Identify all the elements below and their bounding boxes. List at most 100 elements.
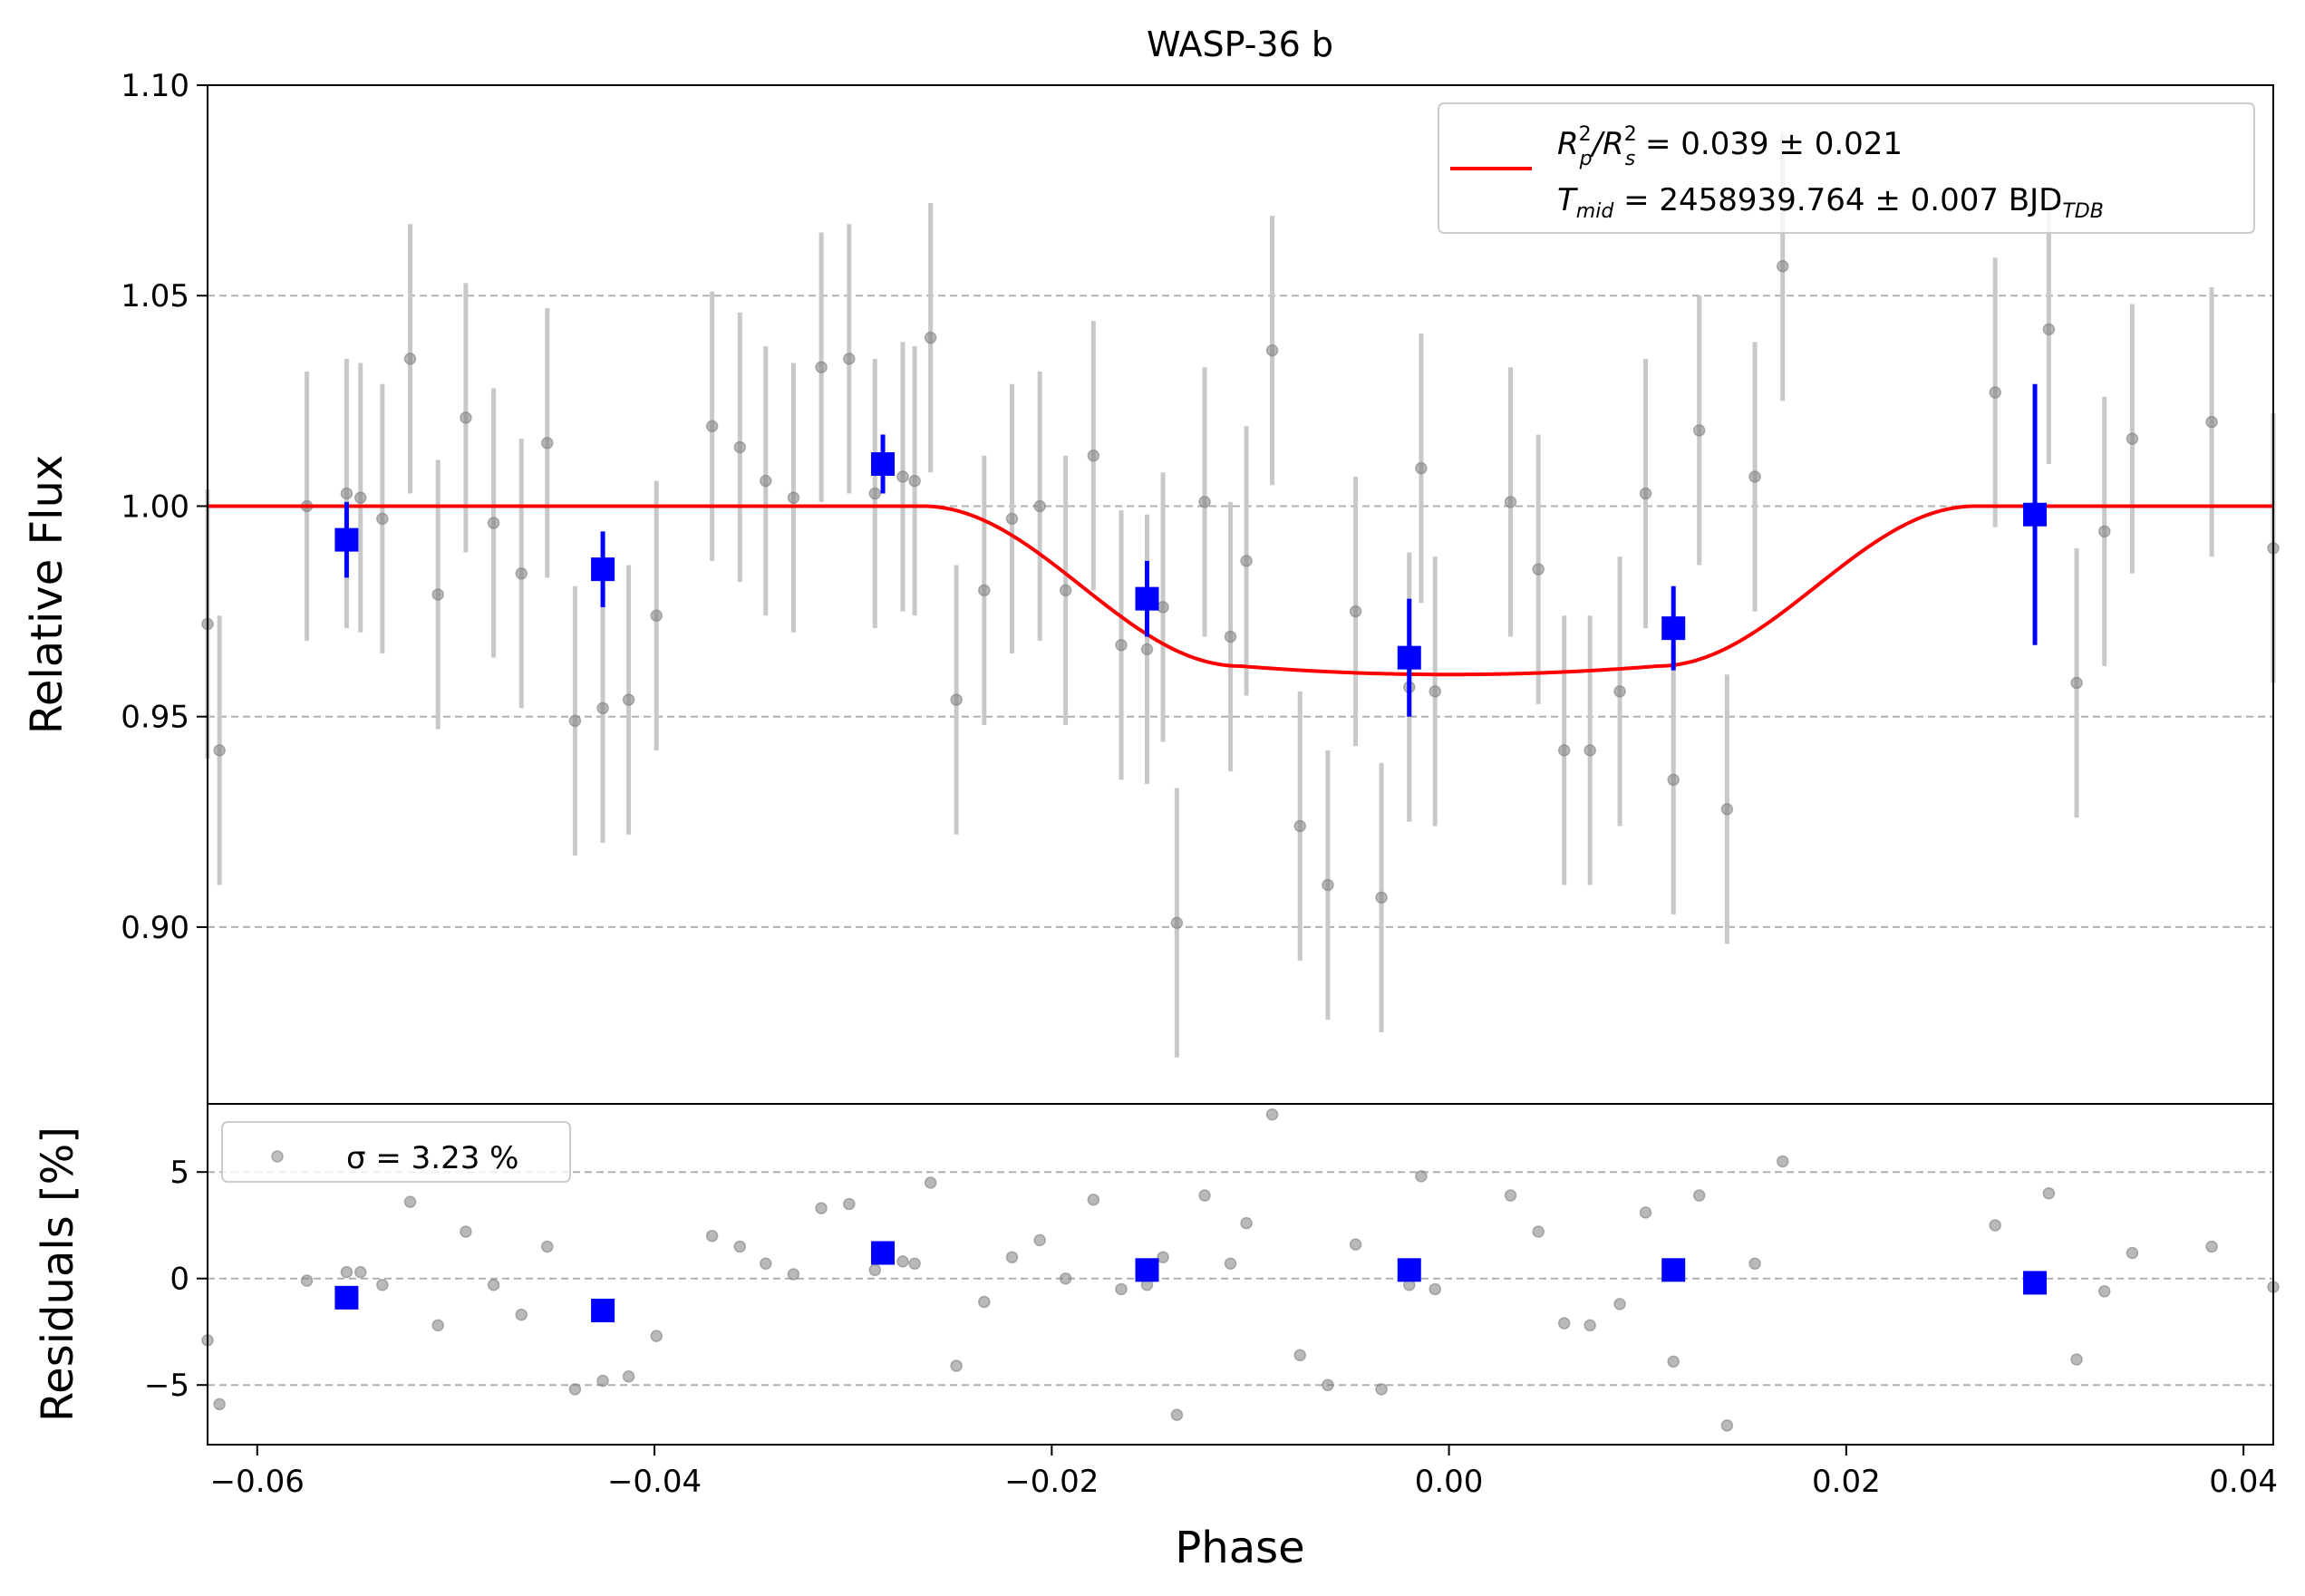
residual-point [2205,1240,2218,1253]
binned-point [591,557,615,582]
raw-point [950,693,963,706]
raw-point [1087,449,1100,462]
chart-title: WASP-36 b [1147,24,1333,64]
raw-point [596,701,609,715]
raw-point [908,474,921,488]
top-y-tick-label: 1.10 [121,68,189,104]
legend-tmid-label: Tmid = 2458939.764 ± 0.007 BJDTDB [1557,182,2104,223]
raw-point [2126,432,2139,445]
raw-point [1613,685,1626,698]
raw-point [1293,819,1306,833]
residual-point [978,1295,991,1309]
residual-point [431,1319,444,1332]
residual-point [568,1383,582,1396]
x-tick-label: 0.04 [2209,1464,2278,1500]
residual-point [1692,1189,1706,1202]
top-y-tick-label: 1.00 [121,488,189,525]
residual-point [650,1330,663,1342]
residual-point [908,1257,921,1270]
residual-point [1293,1349,1306,1362]
raw-point [650,609,663,622]
binned-residual-point [871,1241,896,1265]
raw-point [1989,386,2001,399]
raw-point [1692,424,1706,437]
raw-point [1504,496,1517,508]
residual-point [300,1274,314,1287]
binned-point [334,527,359,552]
residual-point [1033,1233,1046,1247]
residual-point [515,1308,528,1321]
residual-point [1005,1251,1019,1263]
raw-point [2205,415,2218,429]
raw-point [1349,605,1362,618]
residual-point [760,1257,772,1270]
raw-point [1115,638,1128,652]
residual-point [1429,1282,1442,1296]
raw-point [1639,487,1652,500]
residual-point [1639,1206,1652,1219]
raw-point [843,353,856,365]
top-legend: R2 p/R2 s = 0.039 ± 0.021 Tmid = 2458939.7… [1438,102,2255,234]
raw-point [622,693,635,706]
raw-point [340,487,353,500]
residual-point [1157,1251,1169,1263]
model-line [208,504,2273,677]
residual-point [353,1265,367,1279]
bottom-y-tick-label: 0 [169,1262,189,1298]
legend-depth-label: R2 p/R2 s = 0.039 ± 0.021 [1557,123,1903,170]
residual-point [1198,1189,1211,1202]
residual-point [1375,1383,1388,1396]
binned-residual-point [2023,1271,2048,1295]
binned-residual-point [591,1298,615,1322]
raw-point [353,491,367,504]
binned-residual-point [1661,1258,1686,1282]
raw-point [1240,555,1253,567]
raw-point [1776,259,1789,273]
raw-point [403,353,417,365]
residual-point [705,1229,719,1243]
bottom-y-tick-label: −5 [144,1368,189,1404]
raw-point [431,588,444,601]
residual-point [1170,1408,1184,1421]
bottom-binned-residuals [334,1241,2048,1322]
x-tick-label: −0.04 [607,1464,702,1500]
raw-point [1140,643,1154,656]
residual-point [1087,1194,1100,1206]
bottom-y-tick-label: 5 [169,1155,189,1191]
bottom-raw-residuals [201,1108,2280,1432]
x-tick-label: −0.06 [210,1464,305,1500]
residual-point [622,1370,635,1383]
raw-point [1429,685,1442,698]
residual-point [376,1279,389,1291]
residual-point [1265,1108,1279,1121]
residual-point [1415,1170,1428,1183]
residual-point [1583,1319,1596,1332]
x-tick-label: 0.00 [1415,1464,1484,1500]
residual-point [1322,1378,1334,1391]
residual-point [1667,1355,1680,1369]
residual-point [1349,1238,1362,1251]
raw-point [376,512,389,526]
legend-residual-marker [271,1150,284,1163]
raw-point [733,440,747,454]
raw-point [213,744,226,757]
top-y-tick-label: 0.90 [121,910,189,946]
bottom-plot-frame [207,1103,2274,1446]
residual-point [1776,1155,1789,1168]
raw-point [978,584,991,597]
residual-point [213,1398,226,1411]
raw-point [924,331,937,344]
residual-point [815,1202,828,1214]
residual-point [540,1240,554,1253]
residual-point [950,1359,963,1372]
raw-point [487,517,500,529]
residual-point [2126,1246,2139,1260]
raw-point [1005,512,1019,526]
raw-point [1415,461,1428,475]
raw-point [1532,563,1545,576]
top-binned-points [334,452,2048,670]
residual-point [460,1225,472,1238]
residual-point [868,1263,882,1277]
raw-point [1375,891,1388,904]
raw-point [705,420,719,432]
